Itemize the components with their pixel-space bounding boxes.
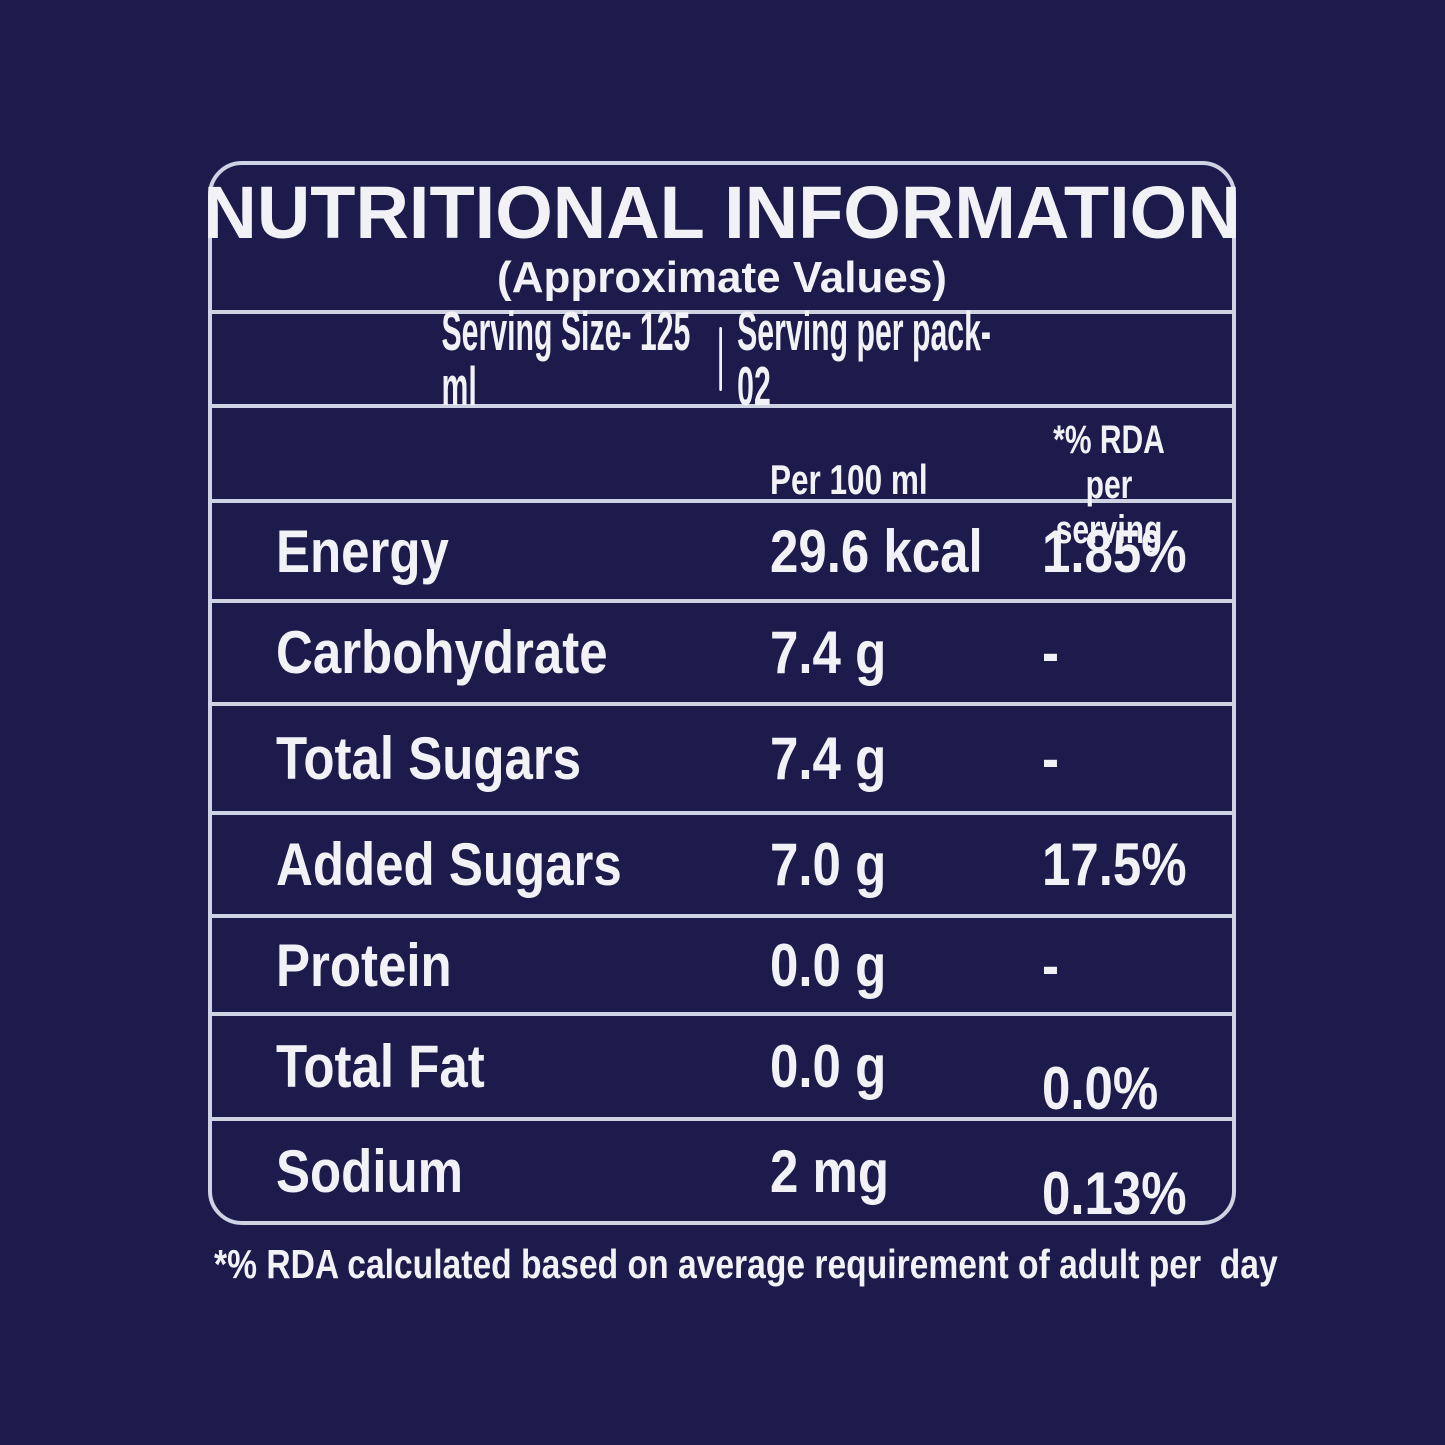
row-label: Total Fat <box>276 1033 485 1100</box>
serving-per-pack-label: Serving per pack- 02 <box>737 300 991 417</box>
column-header-rda-line2: per serving <box>1055 462 1163 552</box>
row-label: Energy <box>276 517 449 585</box>
row-value-rda: - <box>1042 619 1059 686</box>
table-row-added-sugars: Added Sugars 7.0 g 17.5% <box>212 811 1232 914</box>
row-value-rda: - <box>1042 725 1059 792</box>
row-value-rda: 1.85% <box>1042 517 1187 585</box>
table-row-protein: Protein 0.0 g - <box>212 914 1232 1012</box>
row-value-rda: 17.5% <box>1042 831 1187 898</box>
table-row-sodium: Sodium 2 mg 0.13% <box>212 1117 1232 1225</box>
row-value-per-100ml: 7.4 g <box>770 725 887 792</box>
row-value-per-100ml: 7.4 g <box>770 619 887 686</box>
panel-header: NUTRITIONAL INFORMATION (Approximate Val… <box>203 165 1240 310</box>
row-value-per-100ml: 7.0 g <box>770 831 887 898</box>
row-label: Protein <box>276 931 452 999</box>
row-value-per-100ml: 0.0 g <box>770 1033 887 1100</box>
row-label: Added Sugars <box>276 831 622 898</box>
column-header-per-100ml: Per 100 ml <box>770 456 928 504</box>
serving-info-row: Serving Size- 125 ml Serving per pack- 0… <box>212 304 1232 414</box>
panel-title: NUTRITIONAL INFORMATION <box>203 170 1241 254</box>
footnote: *% RDA calculated based on average requi… <box>214 1241 1278 1287</box>
serving-info: Serving Size- 125 ml Serving per pack- 0… <box>442 304 1003 414</box>
column-header-rda: *% RDA per serving <box>1050 418 1169 552</box>
table-row-total-fat: Total Fat 0.0 g 0.0% <box>212 1012 1232 1122</box>
row-value-per-100ml: 2 mg <box>770 1137 890 1205</box>
row-value-per-100ml: 29.6 kcal <box>770 517 983 585</box>
serving-size-label: Serving Size- 125 ml <box>441 300 691 417</box>
serving-divider-bar <box>719 327 722 391</box>
nutrition-panel: NUTRITIONAL INFORMATION (Approximate Val… <box>203 161 1241 1225</box>
row-value-rda: - <box>1042 931 1059 999</box>
row-label: Carbohydrate <box>276 619 608 686</box>
column-header-rda-line1: *% RDA <box>1053 418 1165 462</box>
column-header-row: Per 100 ml *% RDA per serving <box>212 404 1232 552</box>
row-label: Total Sugars <box>276 725 582 792</box>
row-value-rda: 0.13% <box>1042 1159 1187 1227</box>
table-row-energy: Energy 29.6 kcal 1.85% <box>212 499 1232 599</box>
table-row-total-sugars: Total Sugars 7.4 g - <box>212 702 1232 811</box>
table-row-carbohydrate: Carbohydrate 7.4 g - <box>212 599 1232 702</box>
row-value-rda: 0.0% <box>1042 1055 1159 1122</box>
panel-subtitle: (Approximate Values) <box>497 252 947 302</box>
row-value-per-100ml: 0.0 g <box>770 931 887 999</box>
row-label: Sodium <box>276 1137 463 1205</box>
